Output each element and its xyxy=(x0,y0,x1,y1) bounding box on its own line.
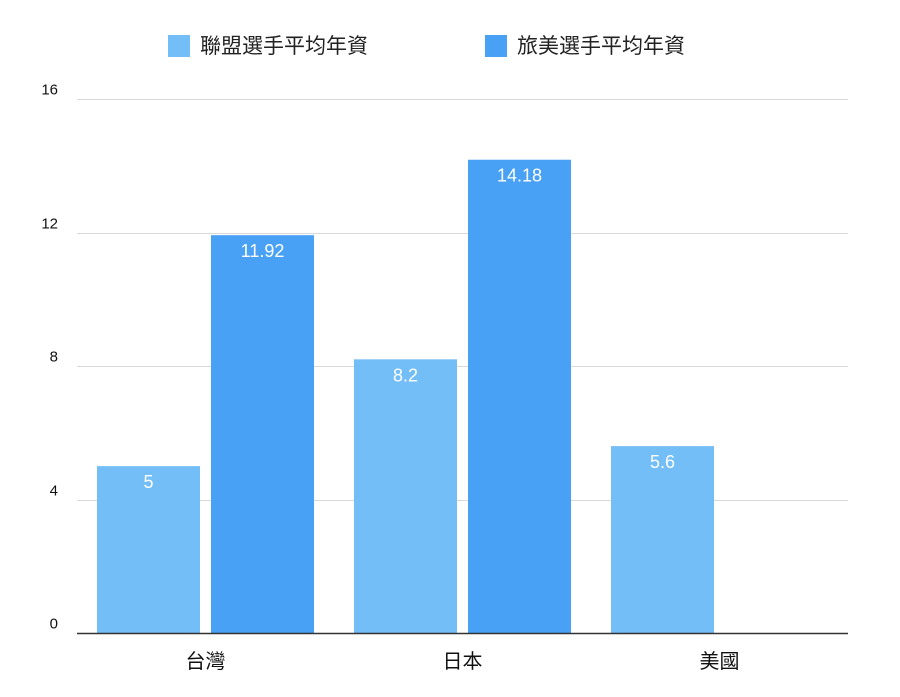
bars xyxy=(97,159,714,634)
y-tick-label: 8 xyxy=(50,349,58,366)
y-tick-label: 16 xyxy=(41,82,58,99)
data-labels: 5 11.92 8.2 14.18 5.6 xyxy=(143,166,675,492)
y-axis-ticks: 0 4 8 12 16 xyxy=(41,82,58,633)
bar-series-1-category-2 xyxy=(354,359,457,633)
data-label: 14.18 xyxy=(497,166,542,186)
legend-label: 旅美選手平均年資 xyxy=(517,35,685,58)
x-tick-label: 日本 xyxy=(443,650,483,673)
legend-swatch xyxy=(168,35,190,57)
legend-swatch xyxy=(485,35,507,57)
gridlines xyxy=(77,99,848,501)
data-label: 5 xyxy=(143,472,153,492)
legend-label: 聯盟選手平均年資 xyxy=(200,35,368,58)
legend: 聯盟選手平均年資 旅美選手平均年資 xyxy=(168,35,685,58)
y-tick-label: 0 xyxy=(50,616,58,633)
y-tick-label: 12 xyxy=(41,216,58,233)
x-tick-label: 台灣 xyxy=(186,650,226,673)
x-axis-ticks: 台灣 日本 美國 xyxy=(186,650,740,673)
data-label: 8.2 xyxy=(393,365,418,385)
bar-series-2-category-2 xyxy=(468,159,571,633)
data-label: 11.92 xyxy=(241,241,285,261)
bar-series-1-category-1 xyxy=(97,466,200,633)
x-tick-label: 美國 xyxy=(700,650,740,673)
bar-series-2-category-1 xyxy=(211,235,314,634)
data-label: 5.6 xyxy=(650,452,675,472)
y-tick-label: 4 xyxy=(50,483,58,500)
bar-series-1-category-3 xyxy=(611,446,714,633)
